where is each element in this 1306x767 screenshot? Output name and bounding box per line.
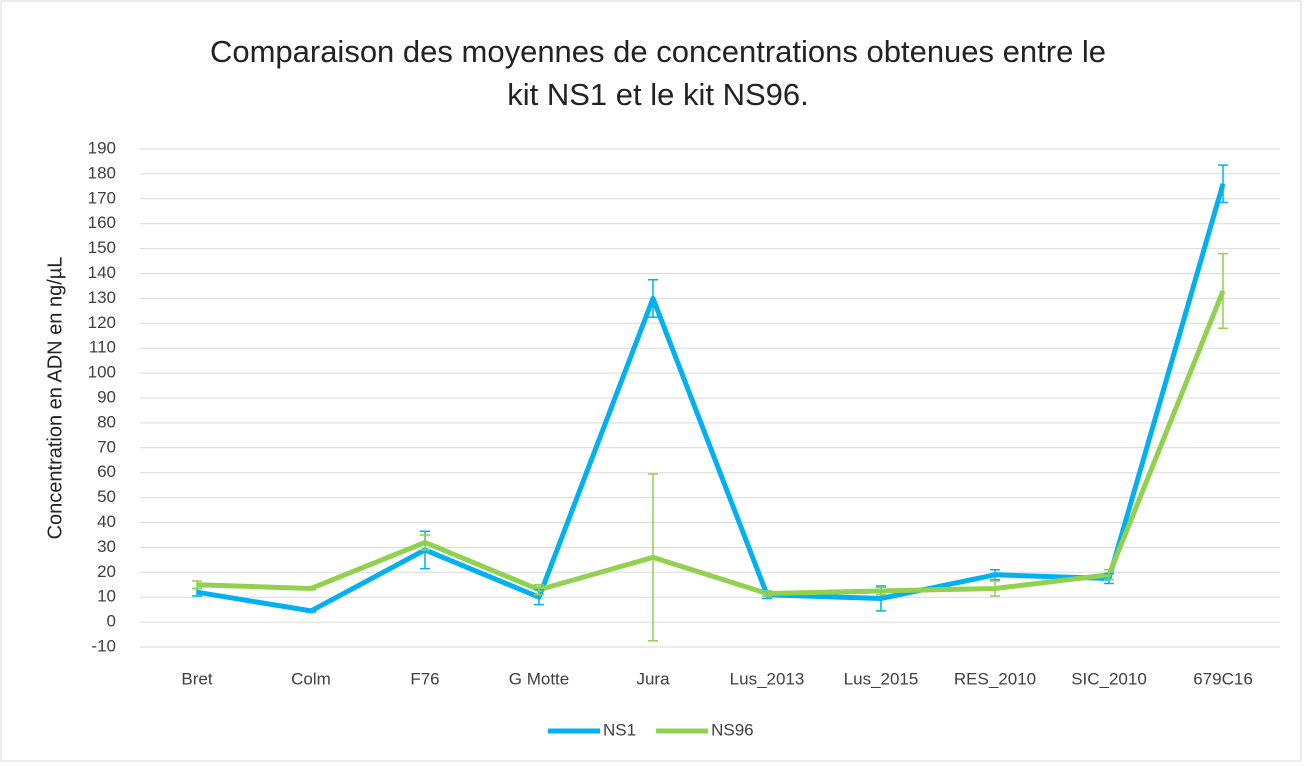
x-tick-label: Lus_2013 — [730, 669, 805, 688]
chart-title: kit NS1 et le kit NS96. — [507, 77, 809, 112]
y-tick-label: 110 — [89, 338, 116, 357]
x-tick-label: G Motte — [509, 669, 569, 688]
y-tick-label: 30 — [97, 537, 116, 556]
y-tick-label: 150 — [88, 238, 116, 257]
y-tick-label: 40 — [97, 512, 116, 531]
y-tick-label: 90 — [97, 387, 116, 406]
error-bar — [762, 590, 772, 597]
x-tick-label: 679C16 — [1193, 669, 1253, 688]
x-tick-label: RES_2010 — [954, 669, 1036, 688]
y-tick-label: 170 — [88, 188, 116, 207]
error-bar — [534, 584, 544, 596]
y-tick-label: -10 — [91, 636, 116, 655]
error-bar — [990, 569, 1000, 581]
error-bar — [1218, 164, 1228, 204]
y-tick-label: 120 — [88, 313, 116, 332]
y-tick-label: 60 — [97, 462, 116, 481]
y-tick-label: 100 — [88, 363, 116, 382]
y-tick-label: 160 — [88, 213, 116, 232]
legend-label: NS96 — [711, 720, 754, 739]
error-bar — [648, 278, 658, 318]
x-tick-label: SIC_2010 — [1071, 669, 1147, 688]
error-bar — [876, 586, 886, 596]
y-tick-label: 180 — [88, 163, 116, 182]
y-tick-label: 140 — [88, 263, 116, 282]
x-tick-label: Bret — [181, 669, 212, 688]
error-bar — [306, 608, 316, 613]
error-bar — [192, 580, 202, 590]
series-line — [196, 183, 1226, 614]
y-tick-label: 70 — [97, 437, 116, 456]
chart-title: Comparaison des moyennes de concentratio… — [210, 34, 1106, 69]
y-tick-label: 80 — [97, 412, 116, 431]
y-tick-label: 190 — [88, 138, 116, 157]
y-axis-label: Concentration en ADN en ng/µL — [44, 257, 66, 540]
x-tick-label: Colm — [291, 669, 331, 688]
y-tick-label: 130 — [88, 288, 116, 307]
series-line — [196, 289, 1226, 596]
y-tick-label: 50 — [97, 487, 116, 506]
x-tick-label: Lus_2015 — [844, 669, 919, 688]
error-bar — [990, 580, 1000, 597]
x-tick-label: Jura — [636, 669, 670, 688]
legend-label: NS1 — [603, 720, 636, 739]
x-tick-label: F76 — [410, 669, 439, 688]
error-bar — [306, 586, 316, 591]
y-tick-label: 10 — [97, 587, 116, 606]
error-bar — [420, 534, 430, 551]
error-bar — [648, 473, 658, 642]
error-bar — [1218, 252, 1228, 330]
y-tick-label: 0 — [107, 612, 116, 631]
y-tick-label: 20 — [97, 562, 116, 581]
error-bar — [1104, 569, 1114, 581]
